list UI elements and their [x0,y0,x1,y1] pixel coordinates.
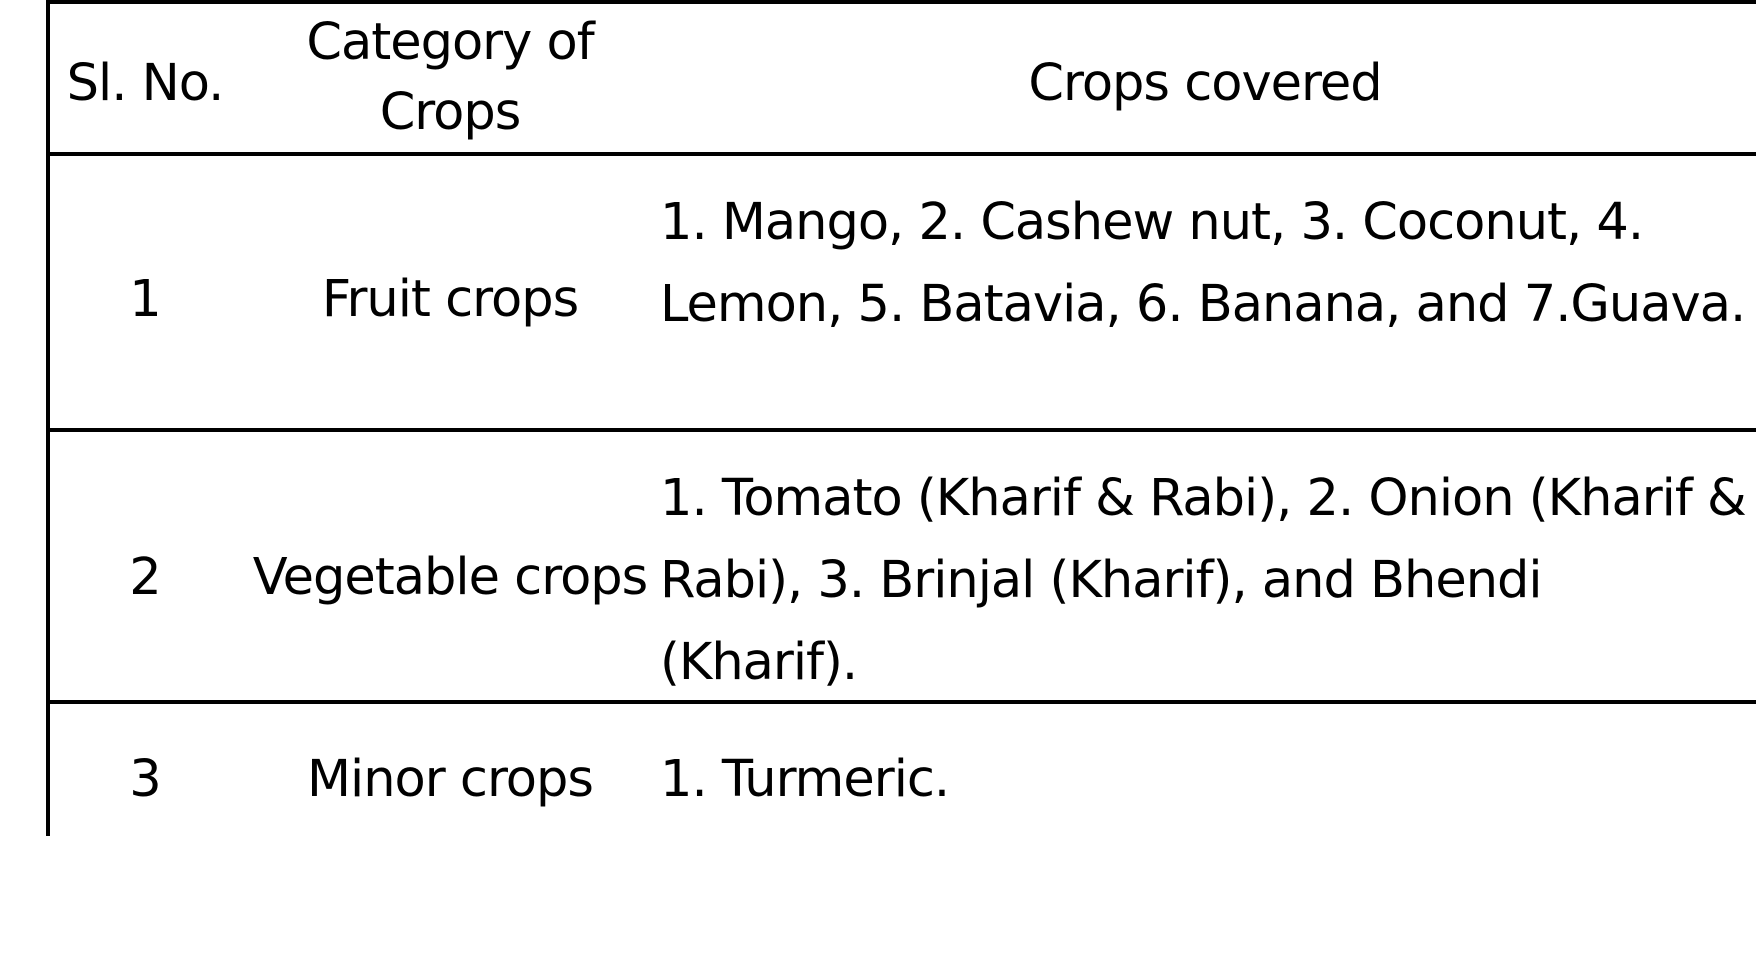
row-3-category: Minor crops [307,750,594,809]
row-3-crops: 1. Turmeric. [660,750,950,809]
row-3-sl-no: 3 [129,750,161,809]
row-2-sl-no: 2 [129,548,161,607]
table-top-border [46,0,1756,4]
row-1-crops: 1. Mango, 2. Cashew nut, 3. Coconut, 4. … [660,193,1746,334]
table-left-border [46,0,50,836]
row-1-sl-no: 1 [129,270,161,329]
row-divider-1 [46,428,1756,432]
row-divider-2 [46,700,1756,704]
header-sl-no: Sl. No. [66,54,225,113]
header-category: Category of Crops [306,13,594,142]
header-divider [46,152,1756,156]
row-2-crops: 1. Tomato (Kharif & Rabi), 2. Onion (Kha… [660,469,1747,692]
row-1-category: Fruit crops [321,270,579,329]
row-2-category: Vegetable crops [252,548,648,607]
header-crops-covered: Crops covered [1028,54,1382,113]
